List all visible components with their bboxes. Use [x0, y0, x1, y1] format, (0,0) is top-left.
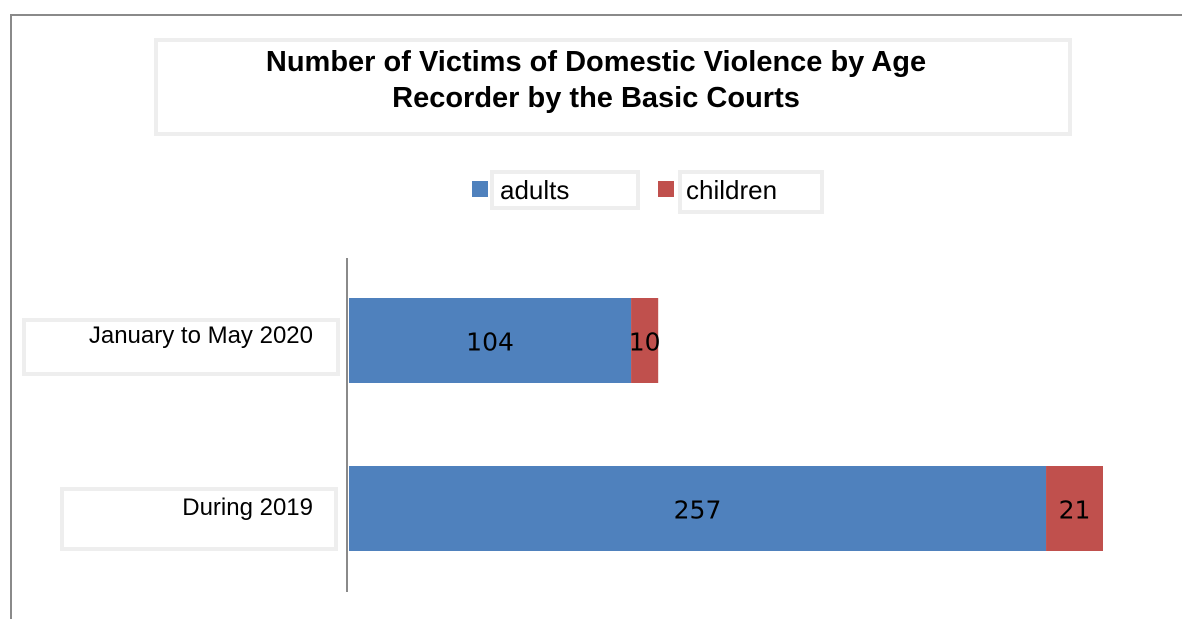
data-label-adults-2019: 257	[674, 496, 722, 525]
data-label-children-jan-may-2020: 10	[629, 328, 661, 357]
data-label-adults-jan-may-2020: 104	[466, 328, 514, 357]
legend-swatch-adults	[472, 181, 488, 197]
legend-box-children	[678, 170, 824, 214]
chart-title: Number of Victims of Domestic Violence b…	[265, 46, 927, 114]
legend-swatch-children	[658, 181, 674, 197]
bar-adults-2019	[349, 466, 1047, 551]
category-label-jan-may-2020: January to May 2020	[88, 322, 313, 349]
legend-label-children: children	[686, 175, 778, 205]
category-label-box-2019	[60, 487, 338, 551]
chart-frame-top-border	[10, 14, 1182, 16]
chart-frame-left-border	[10, 14, 12, 619]
title-box	[154, 38, 1072, 136]
data-label-children-2019: 21	[1059, 496, 1091, 525]
category-label-2019: During 2019	[182, 494, 313, 521]
category-label-box-jan-may-2020	[22, 318, 340, 376]
bar-children-2019	[1046, 466, 1103, 551]
legend-label-adults: adults	[500, 175, 570, 205]
legend-box-adults	[490, 170, 640, 210]
bar-children-jan-may-2020	[631, 298, 659, 383]
bar-adults-jan-may-2020	[349, 298, 632, 383]
